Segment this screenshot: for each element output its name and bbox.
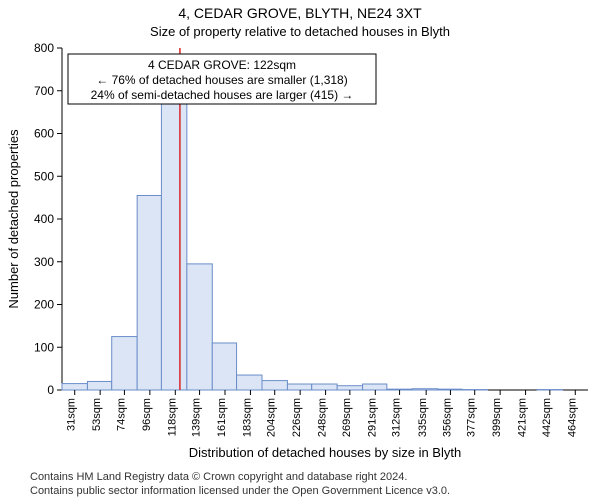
y-tick-label: 0 — [47, 383, 54, 397]
y-tick-label: 100 — [34, 340, 54, 354]
annotation-line3: 24% of semi-detached houses are larger (… — [91, 88, 354, 102]
histogram-bar — [262, 381, 287, 390]
x-tick-label: 96sqm — [141, 398, 153, 431]
histogram-bar — [161, 91, 186, 390]
histogram-bar — [87, 381, 111, 390]
histogram-bar — [237, 375, 262, 390]
annotation-line1: 4 CEDAR GROVE: 122sqm — [148, 58, 296, 72]
y-tick-label: 400 — [34, 212, 54, 226]
x-tick-label: 161sqm — [216, 398, 228, 437]
x-tick-label: 31sqm — [66, 398, 78, 431]
histogram-bar — [62, 384, 87, 390]
x-tick-label: 183sqm — [241, 398, 253, 437]
annotation-line2: ← 76% of detached houses are smaller (1,… — [96, 73, 347, 87]
y-axis-label: Number of detached properties — [6, 129, 21, 309]
x-tick-label: 399sqm — [491, 398, 503, 437]
histogram-bar — [438, 389, 462, 390]
histogram-bar — [363, 384, 387, 390]
histogram-bar — [187, 264, 212, 390]
histogram-bar — [212, 343, 236, 390]
histogram-bar — [287, 384, 311, 390]
chart-subtitle: Size of property relative to detached ho… — [150, 24, 450, 39]
x-tick-label: 74sqm — [115, 398, 127, 431]
x-tick-label: 421sqm — [517, 398, 529, 437]
x-tick-label: 53sqm — [91, 398, 103, 431]
chart-container: 4, CEDAR GROVE, BLYTH, NE24 3XT Size of p… — [0, 0, 600, 500]
histogram-bar — [337, 386, 362, 390]
x-tick-label: 139sqm — [191, 398, 203, 437]
histogram-bar — [387, 389, 412, 390]
x-tick-label: 269sqm — [341, 398, 353, 437]
x-tick-label: 377sqm — [466, 398, 478, 437]
histogram-bar — [137, 195, 161, 390]
x-tick-label: 442sqm — [541, 398, 553, 437]
x-tick-label: 335sqm — [417, 398, 429, 437]
x-axis-label: Distribution of detached houses by size … — [189, 445, 461, 460]
y-tick-label: 300 — [34, 255, 54, 269]
x-tick-label: 356sqm — [441, 398, 453, 437]
x-tick-label: 204sqm — [266, 398, 278, 437]
y-tick-label: 200 — [34, 298, 54, 312]
histogram-bar — [412, 389, 437, 390]
y-tick-label: 600 — [34, 127, 54, 141]
x-tick-label: 226sqm — [291, 398, 303, 437]
y-tick-label: 800 — [34, 41, 54, 55]
histogram-bar — [112, 337, 137, 390]
x-tick-label: 464sqm — [566, 398, 578, 437]
footer-line2: Contains public sector information licen… — [30, 485, 450, 497]
chart-title: 4, CEDAR GROVE, BLYTH, NE24 3XT — [178, 5, 422, 21]
histogram-bar — [312, 384, 337, 390]
x-tick-label: 248sqm — [317, 398, 329, 437]
x-tick-label: 291sqm — [366, 398, 378, 437]
x-tick-label: 118sqm — [166, 398, 178, 436]
y-tick-label: 700 — [34, 84, 54, 98]
y-tick-label: 500 — [34, 169, 54, 183]
bars-group — [62, 91, 563, 390]
x-tick-label: 312sqm — [391, 398, 403, 437]
footer-line1: Contains HM Land Registry data © Crown c… — [30, 471, 407, 483]
histogram-chart: 4, CEDAR GROVE, BLYTH, NE24 3XT Size of p… — [0, 0, 600, 500]
